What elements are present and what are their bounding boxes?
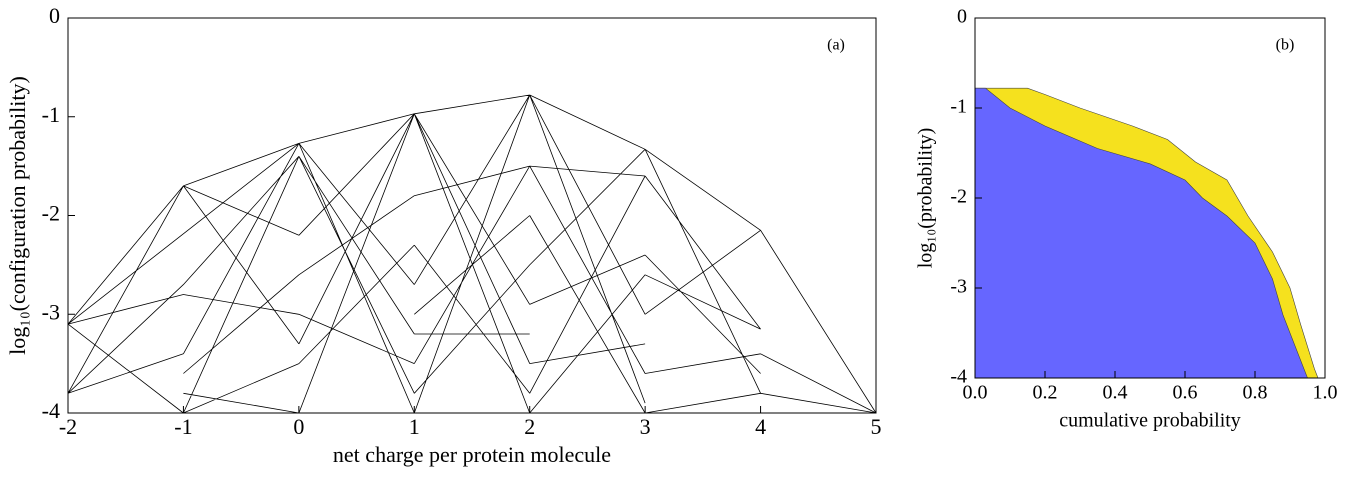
x-tick-label: 0.2 [1033, 382, 1058, 404]
y-tick-label: 0 [957, 6, 967, 28]
x-tick-label: -2 [59, 414, 77, 439]
x-tick-label: 3 [640, 414, 651, 439]
x-axis-label: cumulative probability [1059, 410, 1241, 432]
x-tick-label: 0.0 [963, 382, 988, 404]
y-tick-label: -4 [42, 398, 60, 423]
x-tick-label: -1 [174, 414, 192, 439]
x-axis-label: net charge per protein molecule [333, 442, 611, 467]
x-tick-label: 0.6 [1173, 382, 1198, 404]
series-line [67, 94, 877, 414]
y-tick-label: -1 [950, 96, 967, 118]
x-tick-label: 4 [755, 414, 766, 439]
x-tick-label: 5 [871, 414, 882, 439]
panel-annotation: (a) [827, 37, 845, 54]
x-tick-label: 0 [293, 414, 304, 439]
panel-annotation: (b) [1276, 37, 1295, 54]
x-tick-label: 1.0 [1313, 382, 1338, 404]
y-tick-label: -1 [42, 102, 60, 127]
y-tick-label: -2 [42, 201, 60, 226]
x-tick-label: 2 [524, 414, 535, 439]
y-tick-label: -2 [950, 186, 967, 208]
y-tick-label: 0 [49, 3, 60, 28]
x-tick-label: 0.8 [1243, 382, 1268, 404]
x-tick-label: 1 [409, 414, 420, 439]
y-axis-label: log₁₀(configuration probability) [5, 76, 30, 355]
y-axis-label: log₁₀(probability) [915, 128, 937, 269]
plot-frame [67, 17, 877, 414]
y-tick-label: -4 [950, 366, 967, 388]
x-tick-label: 0.4 [1103, 382, 1128, 404]
y-tick-label: -3 [950, 276, 967, 298]
series-area [974, 87, 1308, 379]
y-tick-label: -3 [42, 299, 60, 324]
